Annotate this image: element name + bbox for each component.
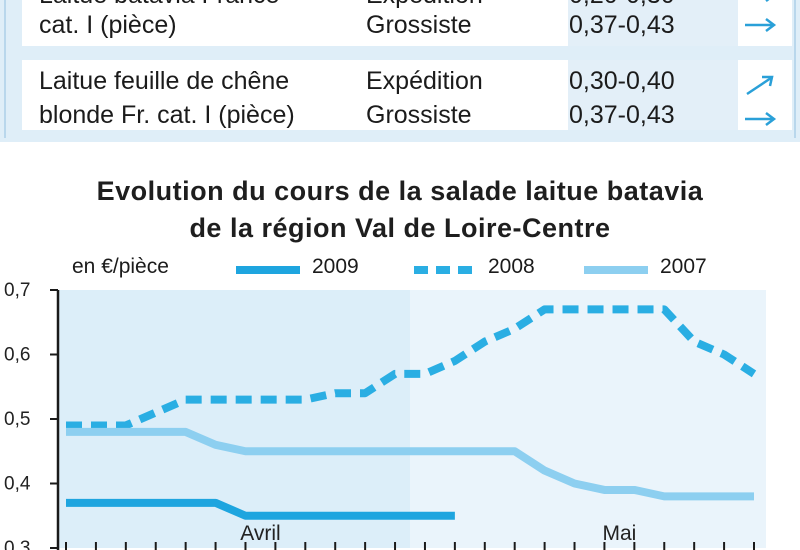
x-month-label: Avril: [240, 522, 280, 545]
market-stage: Expédition: [366, 0, 483, 12]
series-line-2008: [66, 305, 757, 430]
up-right-arrow-icon: [746, 75, 774, 96]
legend-swatch-2009: [236, 266, 300, 274]
price-range: 0,37-0,43: [569, 11, 675, 39]
product-name-line: blonde Fr. cat. I (pièce): [39, 101, 295, 129]
right-arrow-icon: [745, 112, 777, 126]
table-row: Laitue feuille de chêne blonde Fr. cat. …: [22, 60, 792, 130]
chart-title: Evolution du cours de la salade laitue b…: [96, 176, 704, 206]
price-column-band: [568, 60, 738, 130]
price-range: 0,30-0,40: [569, 67, 675, 95]
plot-background-may: [410, 290, 766, 548]
y-tick-label: 0,6: [4, 345, 30, 366]
price-range: 0,37-0,43: [569, 101, 675, 129]
y-axis-unit-label: en €/pièce: [72, 255, 169, 278]
chart-subtitle: de la région Val de Loire-Centre: [189, 213, 611, 243]
product-name-line: Laitue batavia France: [39, 0, 279, 12]
right-arrow-icon: [745, 18, 777, 32]
legend-label: 2007: [660, 255, 707, 278]
table-row: Laitue batavia France cat. I (pièce) Exp…: [22, 0, 792, 46]
price-range: 0,20-0,30: [569, 0, 675, 12]
series-line-2009: [66, 498, 455, 520]
table-border-right: [794, 0, 796, 138]
y-tick-label: 0,4: [4, 474, 31, 495]
y-tick-label: 0,7: [4, 280, 30, 301]
series-line-2007: [66, 427, 754, 501]
x-month-label: Mai: [602, 522, 636, 545]
legend-swatch-2007: [584, 266, 648, 274]
market-stage: Grossiste: [366, 101, 472, 129]
table-border-left: [4, 0, 6, 138]
price-column-band: [568, 0, 738, 46]
product-name-line: Laitue feuille de chêne: [39, 67, 290, 95]
market-stage: Grossiste: [366, 11, 472, 39]
legend-swatch-2008: [414, 266, 474, 274]
legend-label: 2009: [312, 255, 359, 278]
product-name-line: cat. I (pièce): [39, 11, 177, 39]
legend-label: 2008: [488, 255, 535, 278]
y-tick-label: 0,5: [4, 409, 30, 430]
price-table: Laitue batavia France cat. I (pièce) Exp…: [0, 0, 800, 142]
y-tick-label: 0,3: [4, 538, 30, 550]
market-stage: Expédition: [366, 67, 483, 95]
